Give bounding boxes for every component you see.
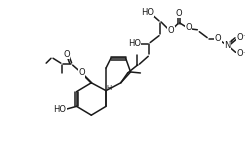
Text: N: N <box>225 41 231 50</box>
Text: HO: HO <box>141 8 154 17</box>
Text: ⁻: ⁻ <box>243 50 245 59</box>
Text: O: O <box>175 9 182 18</box>
Text: O: O <box>185 23 192 32</box>
Text: H: H <box>106 85 112 91</box>
Text: O: O <box>215 34 221 43</box>
Text: +: + <box>228 39 233 44</box>
Text: O: O <box>63 50 70 59</box>
Text: ⁻: ⁻ <box>243 32 245 41</box>
Text: O: O <box>236 33 243 42</box>
Text: HO: HO <box>128 39 141 48</box>
Text: O: O <box>168 26 174 35</box>
Text: O: O <box>78 68 85 78</box>
Text: HO: HO <box>53 105 66 114</box>
Text: O: O <box>236 49 243 58</box>
